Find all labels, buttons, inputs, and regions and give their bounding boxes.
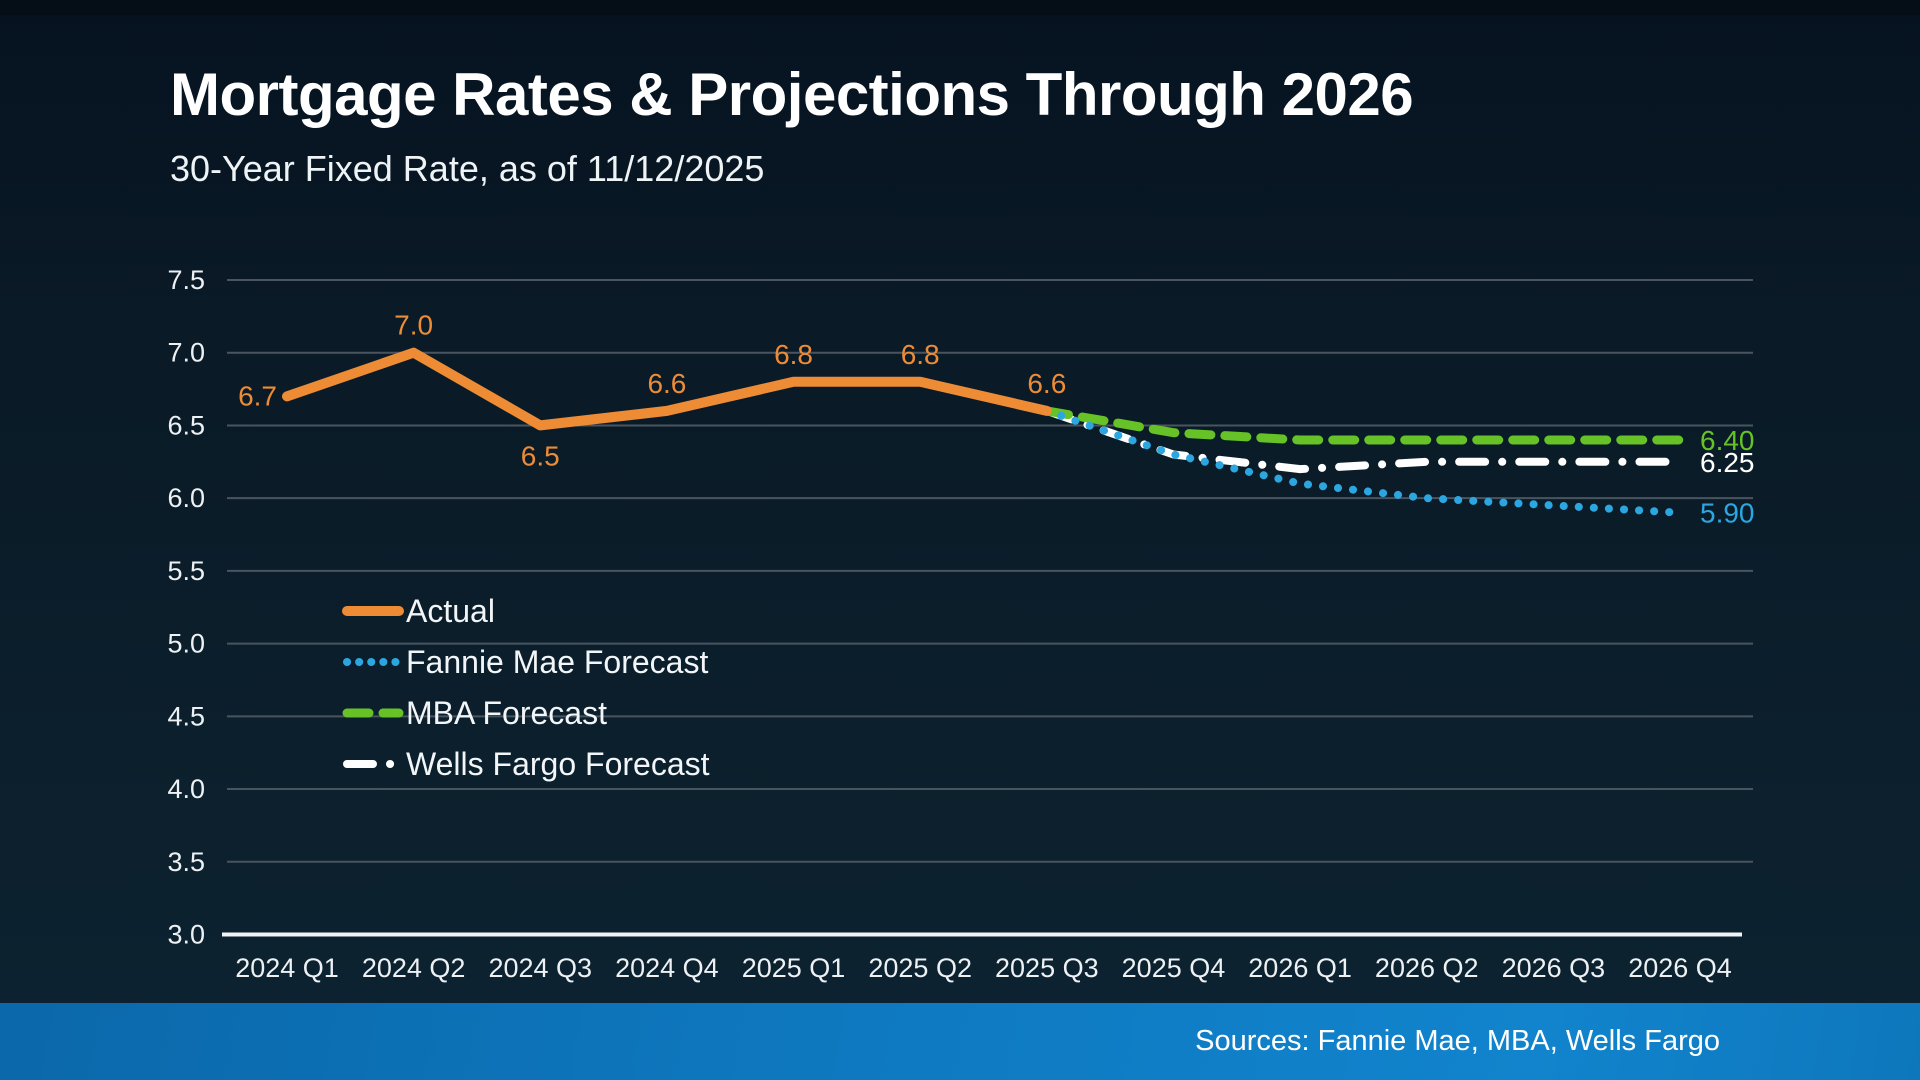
legend-item-wells-fargo: Wells Fargo Forecast xyxy=(342,744,710,784)
legend-swatch-mba-line xyxy=(342,708,404,718)
wells-fargo-forecast-end-label: 6.25 xyxy=(1700,447,1755,478)
x-tick-label: 2026 Q3 xyxy=(1502,953,1606,983)
sources-text: Sources: Fannie Mae, MBA, Wells Fargo xyxy=(1195,1025,1720,1057)
x-tick-label: 2025 Q2 xyxy=(868,953,972,983)
point-label: 6.8 xyxy=(774,339,813,370)
y-tick-label: 4.5 xyxy=(167,701,205,731)
x-tick-label: 2025 Q1 xyxy=(742,953,846,983)
y-tick-label: 7.0 xyxy=(167,338,205,368)
point-label: 6.6 xyxy=(647,368,686,399)
legend-label-mba: MBA Forecast xyxy=(406,694,607,731)
legend-swatch-actual-line xyxy=(342,606,404,616)
x-tick-label: 2024 Q3 xyxy=(488,953,592,983)
y-tick-label: 5.5 xyxy=(167,556,205,586)
top-border-strip xyxy=(0,0,1920,15)
y-tick-label: 4.0 xyxy=(167,774,205,804)
legend-item-mba: MBA Forecast xyxy=(342,693,607,733)
x-tick-label: 2025 Q4 xyxy=(1122,953,1226,983)
x-tick-label: 2024 Q4 xyxy=(615,953,719,983)
footer-bar: Sources: Fannie Mae, MBA, Wells Fargo xyxy=(0,1003,1920,1080)
actual-line xyxy=(282,347,1052,431)
y-tick-label: 5.0 xyxy=(167,629,205,659)
point-label: 6.5 xyxy=(521,440,560,471)
wells-fargo-forecast-line xyxy=(1042,406,1684,474)
y-tick-label: 6.5 xyxy=(167,410,205,440)
point-label: 7.0 xyxy=(394,310,433,341)
y-tick-label: 3.5 xyxy=(167,847,205,877)
y-tick-label: 7.5 xyxy=(167,265,205,295)
point-label: 6.7 xyxy=(238,380,277,411)
legend-swatch-wells-fargo-line xyxy=(343,760,403,768)
x-tick-label: 2025 Q3 xyxy=(995,953,1099,983)
legend-item-fannie-mae: Fannie Mae Forecast xyxy=(342,642,708,682)
point-label: 6.8 xyxy=(901,339,940,370)
x-tick-label: 2024 Q1 xyxy=(235,953,339,983)
page-subtitle: 30-Year Fixed Rate, as of 11/12/2025 xyxy=(170,148,765,189)
page-title: Mortgage Rates & Projections Through 202… xyxy=(170,61,1414,128)
point-label: 6.6 xyxy=(1027,368,1066,399)
chart-header: Mortgage Rates & Projections Through 202… xyxy=(170,61,1414,190)
legend-label-fannie-mae: Fannie Mae Forecast xyxy=(406,643,709,680)
mba-forecast-end-label: 6.40 xyxy=(1700,425,1755,456)
x-tick-label: 2026 Q2 xyxy=(1375,953,1479,983)
legend-swatch-fannie-mae-line xyxy=(343,658,403,666)
y-tick-label: 3.0 xyxy=(167,920,205,950)
x-tick-label: 2024 Q2 xyxy=(362,953,466,983)
legend-item-actual: Actual xyxy=(342,591,495,631)
fannie-mae-forecast-end-label: 5.90 xyxy=(1700,498,1755,529)
x-tick-label: 2026 Q1 xyxy=(1248,953,1352,983)
legend-label-actual: Actual xyxy=(406,592,495,629)
mba-forecast-line xyxy=(1042,406,1685,445)
y-tick-label: 6.0 xyxy=(167,483,205,513)
x-tick-label: 2026 Q4 xyxy=(1628,953,1732,983)
legend-label-wells-fargo: Wells Fargo Forecast xyxy=(406,745,710,782)
